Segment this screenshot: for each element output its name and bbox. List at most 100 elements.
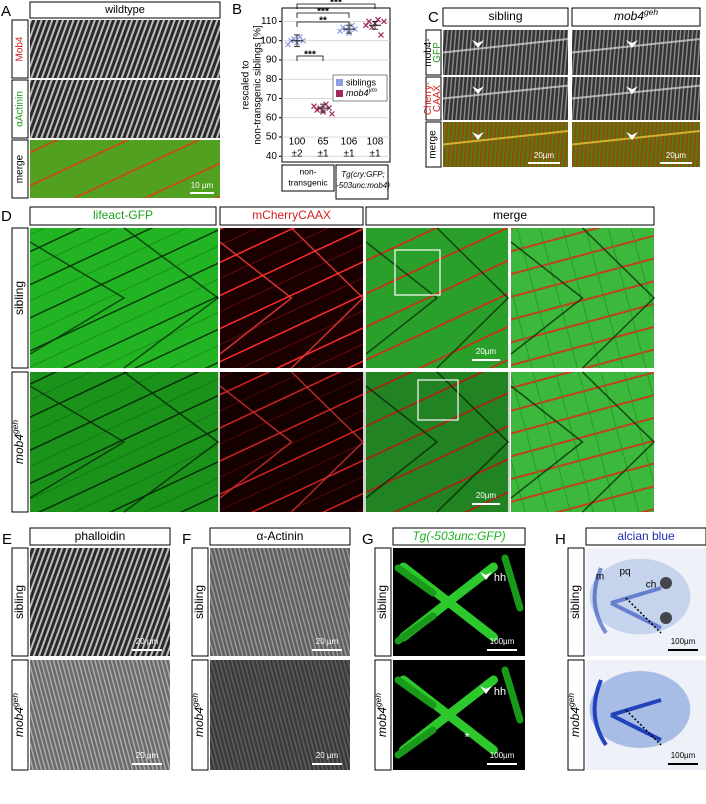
label: 10 µm bbox=[191, 181, 214, 190]
label: 100µm bbox=[490, 751, 515, 760]
error-bar bbox=[291, 34, 303, 48]
micrograph bbox=[443, 77, 568, 120]
myoseptum bbox=[29, 371, 220, 513]
myoseptum bbox=[219, 371, 365, 513]
data-point bbox=[285, 41, 291, 48]
panel-letter: B bbox=[232, 1, 242, 18]
disorganized bbox=[30, 372, 510, 512]
micrograph bbox=[586, 548, 706, 656]
micrograph bbox=[443, 122, 568, 167]
micrograph bbox=[443, 30, 568, 75]
myoseptum bbox=[365, 227, 510, 369]
error-bar bbox=[317, 103, 329, 113]
label: mob4geh bbox=[566, 693, 582, 737]
legend-swatch bbox=[336, 90, 343, 97]
arrowhead bbox=[626, 40, 638, 48]
tone bbox=[210, 660, 350, 770]
label: 100µm bbox=[671, 751, 696, 760]
label: sibling bbox=[192, 585, 206, 619]
panel-letter: H bbox=[555, 531, 566, 548]
point-cross bbox=[378, 32, 384, 38]
myoseptum bbox=[219, 227, 365, 369]
label: Tg(-503unc:GFP) bbox=[412, 529, 505, 543]
label-box bbox=[191, 659, 209, 771]
panel-letter: C bbox=[428, 9, 439, 26]
micrograph bbox=[393, 660, 525, 770]
label: 20µm bbox=[534, 151, 555, 160]
label-sup: geh bbox=[566, 693, 576, 707]
label: mob4geh bbox=[190, 693, 206, 737]
error-label: ±1 bbox=[317, 149, 328, 160]
arrowhead bbox=[480, 686, 492, 694]
group-label: transgenic bbox=[288, 177, 328, 187]
label: mob4geh bbox=[10, 420, 26, 464]
legend-entry: mob4ym bbox=[346, 87, 377, 99]
zoom-box bbox=[394, 249, 441, 296]
legend-entry: siblings bbox=[346, 77, 377, 87]
label: GFP bbox=[432, 42, 443, 63]
muscle bbox=[394, 666, 524, 759]
error-label: ±1 bbox=[369, 149, 380, 160]
label: lifeact-GFP bbox=[93, 208, 153, 222]
arrowhead bbox=[626, 132, 638, 140]
error-bar bbox=[369, 20, 381, 30]
label: mCherryCAAX bbox=[252, 208, 331, 222]
label-sup: geh bbox=[10, 420, 20, 434]
dotted-axis bbox=[625, 709, 662, 746]
micrograph bbox=[30, 660, 170, 770]
dotted-axis bbox=[625, 597, 662, 634]
label-box bbox=[425, 29, 442, 76]
label: 20µm bbox=[666, 151, 687, 160]
label: 20µm bbox=[476, 347, 497, 356]
panel-letter: F bbox=[182, 531, 191, 548]
label: 20 µm bbox=[136, 751, 159, 760]
label-text: mob4 bbox=[614, 9, 644, 23]
label: 20 µm bbox=[316, 637, 339, 646]
micrograph bbox=[572, 122, 700, 167]
y-tick-label: 110 bbox=[261, 16, 277, 27]
arrowhead bbox=[626, 86, 638, 95]
label-box bbox=[29, 1, 221, 19]
tone bbox=[210, 548, 350, 656]
y-axis-label: rescaled to bbox=[241, 60, 252, 109]
micrograph bbox=[30, 548, 170, 656]
label: merge bbox=[15, 154, 26, 183]
label-box bbox=[571, 7, 701, 27]
label-text: mob4 bbox=[12, 434, 26, 464]
label: *** bbox=[317, 7, 329, 18]
panel-letter: D bbox=[1, 208, 12, 225]
label-box bbox=[425, 121, 442, 168]
label: m bbox=[596, 572, 604, 583]
label: 100µm bbox=[490, 637, 515, 646]
label-box bbox=[209, 527, 351, 546]
arrowhead bbox=[480, 572, 492, 580]
label: 100µm bbox=[671, 637, 696, 646]
label: Mob4 bbox=[15, 36, 26, 61]
label: mob4- bbox=[423, 38, 434, 66]
y-axis-label: non-transgenic siblings [%] bbox=[253, 25, 264, 145]
label-sup: ym bbox=[368, 87, 377, 94]
label-box bbox=[365, 206, 655, 226]
label-box bbox=[281, 164, 335, 192]
label-box bbox=[335, 164, 389, 200]
label-box bbox=[11, 79, 29, 139]
panel-letter: E bbox=[2, 531, 12, 548]
label: CAAX bbox=[432, 85, 443, 113]
point-cross bbox=[337, 28, 343, 35]
label-box bbox=[374, 547, 392, 657]
group-label: Tg(cry:GFP; bbox=[341, 170, 385, 179]
label: *** bbox=[330, 0, 342, 9]
label: sibling bbox=[12, 585, 26, 619]
label-sup: geh bbox=[644, 7, 658, 17]
label-box bbox=[567, 659, 585, 771]
point-cross bbox=[285, 41, 291, 48]
label-box bbox=[11, 19, 29, 79]
membrane bbox=[442, 130, 569, 146]
micrograph bbox=[30, 80, 220, 138]
point-cross bbox=[381, 18, 387, 25]
label-box bbox=[11, 659, 29, 771]
label-box bbox=[11, 139, 29, 199]
label-sup: geh bbox=[190, 693, 200, 707]
label: mob4geh bbox=[373, 693, 389, 737]
